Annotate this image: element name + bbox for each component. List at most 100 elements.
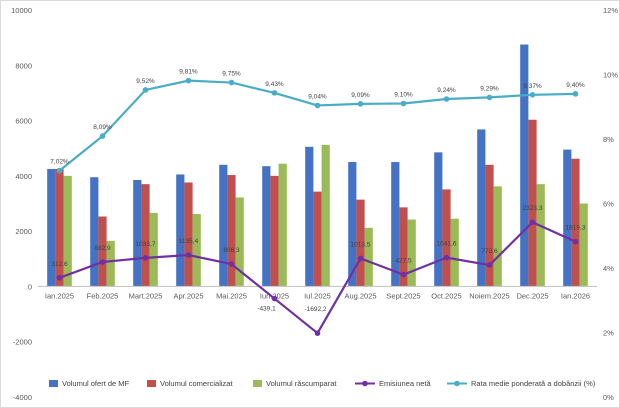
data-label: 427,5: [395, 258, 412, 265]
bar-1: [520, 44, 529, 287]
bar-1: [477, 129, 486, 287]
bar-2: [141, 184, 150, 287]
x-tick-label: Aug.2025: [344, 291, 376, 300]
y-right-tick-label: 10%: [603, 71, 618, 80]
data-label: 9,24%: [437, 87, 456, 94]
y-left-tick-label: -4000: [13, 393, 32, 402]
line-point-1: [443, 254, 450, 261]
bar-1: [133, 180, 142, 287]
x-tick-label: Ian.2025: [45, 291, 74, 300]
bar-3: [192, 214, 201, 287]
data-label: -439,1: [257, 306, 276, 313]
bar-3: [407, 219, 416, 287]
bar-1: [563, 149, 572, 287]
data-label: -1692,2: [304, 306, 326, 313]
bar-1: [348, 162, 357, 287]
legend-swatch-bar-1: [49, 380, 58, 387]
line-point-2: [185, 77, 192, 84]
y-left-tick-label: 10000: [11, 6, 32, 15]
line-point-2: [56, 167, 63, 174]
line-point-2: [357, 101, 364, 107]
line-point-2: [228, 79, 235, 86]
bar-2: [442, 189, 451, 287]
legend-label: Volumul comercializat: [160, 379, 233, 388]
line-point-1: [529, 219, 536, 226]
line-point-2: [99, 133, 106, 139]
line-point-2: [529, 92, 536, 98]
line-point-1: [314, 330, 321, 337]
line-point-2: [443, 96, 450, 102]
line-point-1: [56, 274, 63, 281]
bar-1: [219, 164, 228, 287]
x-tick-label: Oct.2025: [431, 291, 461, 300]
y-left-tick-label: 0: [28, 282, 32, 291]
legend-marker: [362, 380, 368, 387]
bar-1: [391, 162, 400, 287]
bar-1: [90, 177, 99, 287]
y-right-tick-label: 8%: [603, 135, 614, 144]
bar-2: [571, 158, 580, 287]
data-label: 312,6: [51, 261, 68, 268]
y-right-tick-label: 4%: [603, 264, 614, 273]
y-right-tick-label: 6%: [603, 200, 614, 209]
line-point-1: [271, 295, 278, 302]
y-left-tick-label: 8000: [15, 61, 32, 70]
data-label: 2323,3: [523, 205, 543, 212]
bar-1: [262, 166, 271, 287]
line-point-1: [400, 271, 407, 278]
bar-2: [313, 191, 322, 287]
bar-2: [528, 119, 537, 287]
y-right-tick-label: 0%: [603, 393, 614, 402]
data-label: 9,10%: [394, 92, 413, 99]
x-tick-label: Noiem.2025: [469, 291, 509, 300]
legend-swatch-bar-2: [147, 380, 156, 387]
line-point-2: [271, 90, 278, 96]
bar-1: [434, 152, 443, 287]
bar-3: [278, 163, 287, 287]
bar-2: [270, 175, 279, 287]
y-left-tick-label: 4000: [15, 172, 32, 181]
legend-label: Rata medie ponderată a dobânzii (%): [471, 379, 596, 388]
line-point-1: [99, 259, 106, 265]
line-point-2: [486, 94, 493, 101]
y-right-tick-label: 12%: [603, 6, 618, 15]
x-tick-label: Apr.2025: [173, 291, 203, 300]
bar-3: [364, 227, 373, 287]
bar-3: [493, 186, 502, 287]
line-point-1: [357, 255, 364, 262]
bar-3: [63, 175, 72, 287]
data-label: 1135,4: [179, 238, 199, 245]
bar-2: [485, 164, 494, 287]
x-tick-label: Ian.2026: [561, 291, 590, 300]
legend-label: Volumul ofert de MF: [62, 379, 130, 388]
data-label: 9,29%: [480, 85, 499, 92]
data-label: 1619,3: [566, 225, 586, 232]
x-tick-label: Iul.2025: [304, 291, 331, 300]
bar-3: [536, 184, 545, 287]
x-tick-label: Feb.2025: [87, 291, 119, 300]
y-left-tick-label: 6000: [15, 117, 32, 126]
data-label: 7,02%: [50, 159, 69, 166]
bar-2: [98, 216, 107, 287]
data-label: 808,3: [223, 247, 240, 254]
x-tick-label: Sept.2025: [386, 291, 420, 300]
line-point-2: [400, 100, 407, 107]
bar-3: [579, 203, 588, 287]
legend-swatch-bar-3: [253, 380, 262, 387]
x-tick-label: Mai.2025: [216, 291, 247, 300]
bar-3: [450, 218, 459, 287]
bar-1: [305, 146, 314, 287]
y-right-tick-label: 2%: [603, 329, 614, 338]
bar-2: [227, 175, 236, 287]
line-point-1: [572, 238, 579, 245]
data-label: 882,9: [94, 245, 111, 252]
bar-1: [176, 174, 185, 287]
bar-3: [106, 240, 115, 287]
data-label: 9,40%: [566, 82, 585, 89]
bar-3: [235, 197, 244, 287]
bar-2: [399, 207, 408, 287]
data-label: 9,04%: [308, 93, 327, 100]
line-point-2: [314, 102, 321, 109]
data-label: 1033,7: [136, 241, 156, 248]
